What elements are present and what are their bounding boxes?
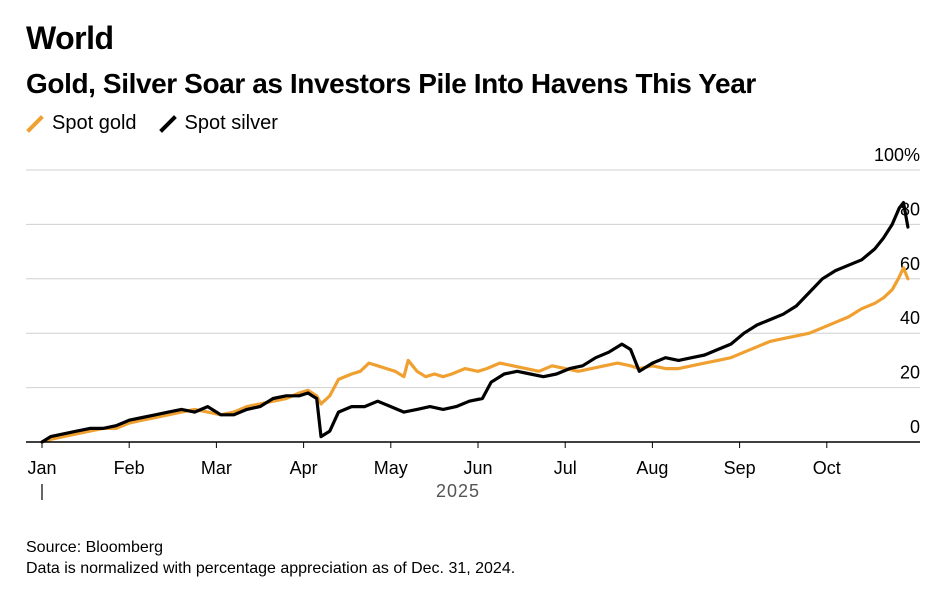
y-tick-label: 100% [874, 145, 920, 165]
series-line-spot-gold [40, 266, 910, 444]
x-tick-label: May [374, 458, 408, 478]
y-tick-label: 40 [900, 308, 920, 328]
legend-silver-label: Spot silver [184, 112, 278, 134]
legend-item-gold: Spot gold [26, 112, 137, 135]
chart-footer: Source: Bloomberg Data is normalized wit… [26, 537, 515, 579]
legend-gold-label: Spot gold [52, 112, 137, 134]
x-tick-label: Sep [724, 458, 756, 478]
x-tick-label: Jan [27, 458, 56, 478]
y-tick-label: 20 [900, 363, 920, 383]
series-lines [40, 201, 910, 444]
chart-title: Gold, Silver Soar as Investors Pile Into… [26, 68, 756, 99]
x-tick-label: Mar [201, 458, 232, 478]
x-tick-label: Feb [114, 458, 145, 478]
x-tick-label: Oct [813, 458, 841, 478]
x-axis: Jan Feb Mar Apr May Jun Jul Aug Sep Oct 2025 [26, 441, 920, 501]
legend-gold-swatch-icon [26, 114, 44, 133]
legend: Spot gold Spot silver [26, 112, 278, 135]
x-tick-label: Apr [290, 458, 318, 478]
gridlines [26, 169, 920, 389]
normalization-note: Data is normalized with percentage appre… [26, 560, 516, 577]
x-tick-label: Aug [636, 458, 668, 478]
legend-item-silver: Spot silver [158, 112, 278, 135]
source-note: Source: Bloomberg [26, 539, 163, 556]
series-line-spot-silver [40, 201, 910, 444]
x-tick-label: Jun [463, 458, 492, 478]
legend-silver-swatch-icon [158, 114, 177, 133]
x-tick-label: Jul [554, 458, 577, 478]
section-label: World [26, 20, 114, 56]
y-tick-label: 0 [910, 417, 920, 437]
x-year-label: 2025 [436, 481, 480, 501]
